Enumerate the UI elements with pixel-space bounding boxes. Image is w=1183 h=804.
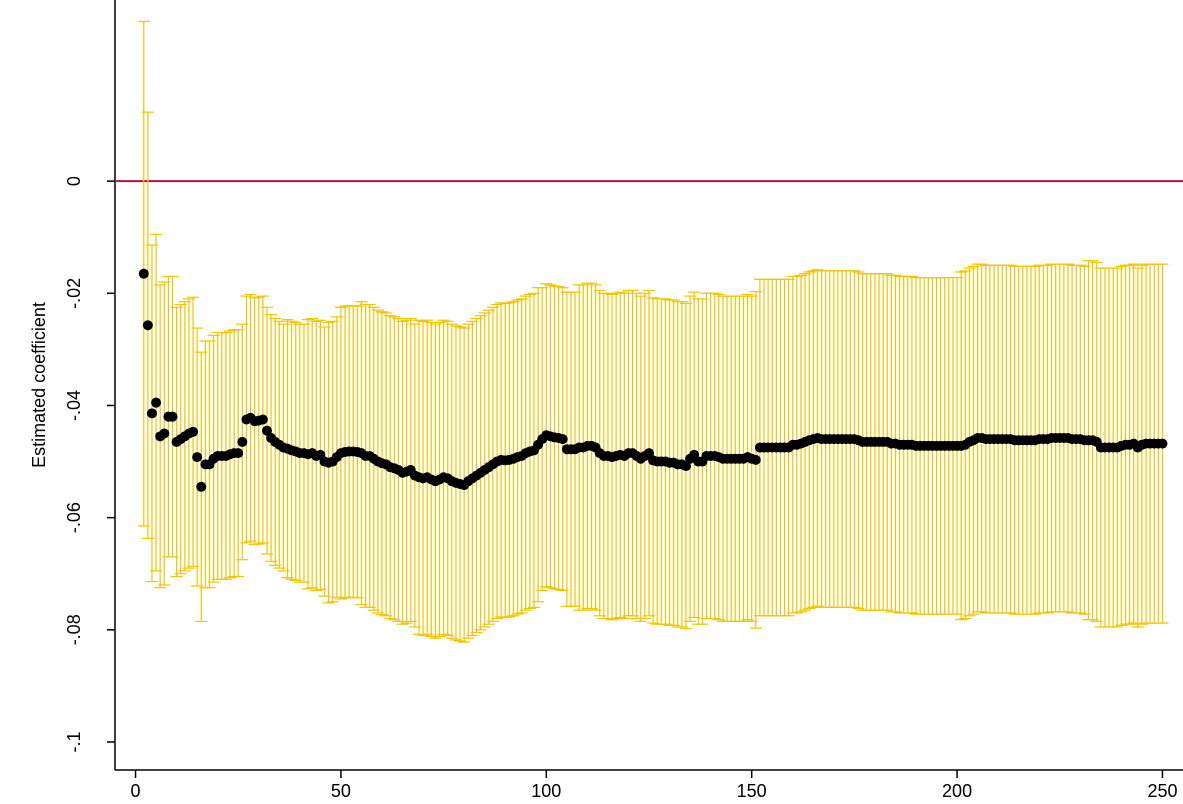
y-tick-label: -.1 [64,731,84,752]
point [257,414,268,425]
point [233,448,244,459]
x-tick-label: 50 [331,781,351,801]
point [167,411,178,422]
point [192,452,203,463]
point [644,448,654,459]
x-tick-label: 200 [942,781,972,801]
x-tick-label: 150 [737,781,767,801]
y-tick-label: -.06 [64,502,84,533]
y-tick-label: -.08 [64,614,84,645]
point [159,428,170,439]
point [142,320,153,331]
x-tick-label: 0 [131,781,141,801]
point [188,426,199,437]
point [138,268,149,279]
x-tick-label: 100 [531,781,561,801]
point [261,425,272,436]
point [146,408,157,419]
x-tick-label: 250 [1147,781,1177,801]
point [151,397,162,408]
point [237,436,248,447]
point [557,434,568,445]
y-axis-title: Estimated coefficient [29,302,49,468]
point [196,481,207,492]
point [680,461,691,472]
y-tick-label: -.04 [64,390,84,421]
y-tick-label: 0 [64,176,84,186]
y-tick-label: -.02 [64,278,84,309]
point [750,454,761,465]
point [1157,438,1168,449]
